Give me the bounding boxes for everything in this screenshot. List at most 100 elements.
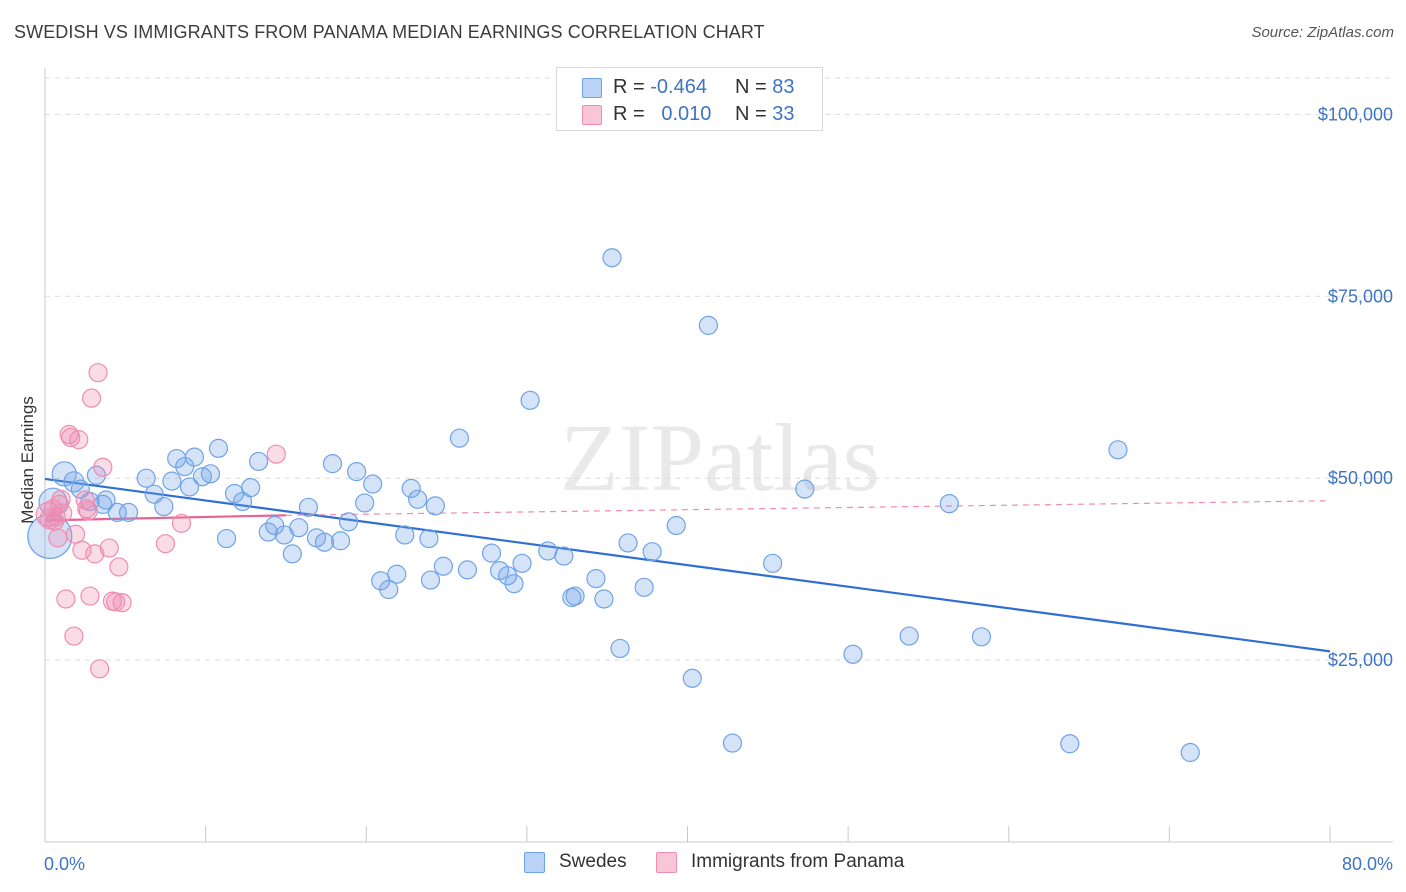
swedes-point-16: [184, 447, 204, 467]
swedes-point-56: [538, 541, 558, 561]
swedes-point-10: [136, 468, 156, 488]
swedes-point-44: [408, 489, 428, 509]
swedes-point-55: [520, 390, 540, 410]
swedes-point-24: [249, 451, 269, 472]
swedes-point-12: [154, 496, 174, 517]
swedes-point-23: [241, 478, 261, 498]
swedes-point-77: [1108, 440, 1128, 460]
panama-point-28: [266, 444, 286, 464]
swedes-point-69: [722, 733, 743, 753]
swedes-point-35: [338, 512, 359, 532]
swedes-point-42: [395, 525, 415, 545]
panama-point-21: [93, 457, 113, 477]
x-tick-label-1: 80.0%: [1342, 854, 1393, 874]
swedes-point-67: [682, 668, 702, 688]
panama-point-30: [78, 501, 98, 521]
swedes-point-3: [63, 471, 85, 493]
swedes-point-57: [554, 546, 574, 566]
y-tick-label-3: $100,000: [1318, 104, 1393, 124]
swedes-point-30: [298, 497, 319, 517]
swedes-point-28: [282, 544, 302, 564]
grid-layer: [45, 77, 1393, 661]
swedes-point-19: [208, 438, 229, 458]
legend-r-panama: R = 0.010: [613, 102, 712, 125]
panama-point-25: [112, 593, 132, 613]
swedes-point-18: [200, 464, 221, 484]
axes-layer: [44, 68, 1393, 843]
legend-n-value-swedes: 83: [772, 75, 795, 98]
swedes-point-75: [971, 627, 992, 647]
swedes-point-61: [602, 248, 622, 268]
swedes-point-58: [562, 587, 582, 608]
panama-point-12: [69, 430, 89, 450]
panama-swatch: [656, 851, 677, 873]
swedes-point-13: [162, 471, 182, 491]
swedes-point-45: [419, 528, 439, 549]
swedes-point-54: [512, 553, 532, 573]
watermark: ZIPatlas: [560, 404, 880, 511]
legend-swatch-swedes: [582, 78, 602, 98]
legend-r-value-swedes: -0.464: [650, 75, 707, 98]
panama-point-13: [72, 540, 92, 560]
panama-point-9: [61, 427, 81, 448]
panama-point-4: [48, 528, 68, 548]
swedes-point-49: [457, 560, 478, 580]
swedes-point-20: [216, 528, 237, 549]
swedes-point-33: [322, 454, 343, 474]
swedes-point-8: [107, 502, 127, 522]
swedes-point-36: [347, 462, 367, 482]
tick-layer: $25,000 $50,000 $75,000 $100,000 0.0% 80.0%: [44, 104, 1393, 874]
panama-point-32: [102, 591, 123, 611]
swedes-point-34: [330, 531, 351, 551]
swedes-point-65: [642, 542, 662, 562]
swedes-point-79: [565, 586, 585, 606]
swedes-trend-line: [44, 477, 1331, 653]
panama-point-18: [85, 544, 105, 564]
panama-point-22: [99, 538, 119, 558]
panama-label: Immigrants from Panama: [691, 851, 905, 872]
swedes-point-43: [401, 478, 421, 498]
panama-point-19: [88, 363, 108, 383]
swedes-point-46: [425, 496, 445, 516]
series-legend: Swedes Immigrants from Panama: [0, 851, 1406, 879]
panama-point-6: [51, 489, 71, 509]
swedes-point-0: [27, 513, 73, 560]
legend-r-swedes: R = -0.464: [613, 75, 707, 98]
legend-n-swedes: N = 83: [735, 75, 795, 98]
swedes-point-32: [314, 532, 335, 552]
panama-point-29: [53, 503, 73, 523]
y-tick-label-0: $25,000: [1328, 650, 1393, 670]
points-layer: [27, 248, 1200, 763]
panama-point-20: [90, 659, 110, 679]
swedes-point-72: [843, 644, 863, 664]
swedes-point-41: [387, 564, 407, 584]
panama-point-26: [155, 534, 176, 554]
swedes-point-52: [498, 566, 518, 586]
swedes-point-63: [618, 533, 638, 553]
panama-point-17: [81, 388, 102, 408]
swedes-point-64: [634, 577, 654, 597]
y-tick-label-2: $75,000: [1328, 286, 1393, 306]
swedes-point-40: [379, 579, 399, 600]
chart-title: SWEDISH VS IMMIGRANTS FROM PANAMA MEDIAN…: [14, 22, 765, 42]
swedes-point-48: [449, 428, 470, 448]
swedes-point-53: [504, 574, 524, 594]
legend-item-panama[interactable]: Immigrants from Panama: [656, 851, 904, 873]
legend-item-swedes[interactable]: Swedes: [524, 851, 627, 873]
swedes-point-9: [118, 502, 139, 522]
swedes-point-60: [594, 589, 614, 609]
legend-n-panama: N = 33: [735, 102, 795, 125]
swedes-swatch: [524, 851, 545, 873]
swedes-point-68: [698, 315, 718, 335]
stats-legend: R = -0.464 N = 83 R = 0.010 N = 33: [556, 67, 823, 131]
swedes-point-81: [179, 477, 200, 497]
swedes-point-76: [1060, 734, 1080, 754]
swedes-point-74: [939, 494, 959, 514]
panama-point-11: [65, 524, 86, 544]
swedes-point-80: [420, 570, 441, 590]
legend-n-value-panama: 33: [772, 102, 795, 125]
source-label: Source: ZipAtlas.com: [1251, 24, 1394, 41]
x-tick-label-0: 0.0%: [44, 854, 85, 874]
swedes-point-62: [610, 638, 630, 659]
